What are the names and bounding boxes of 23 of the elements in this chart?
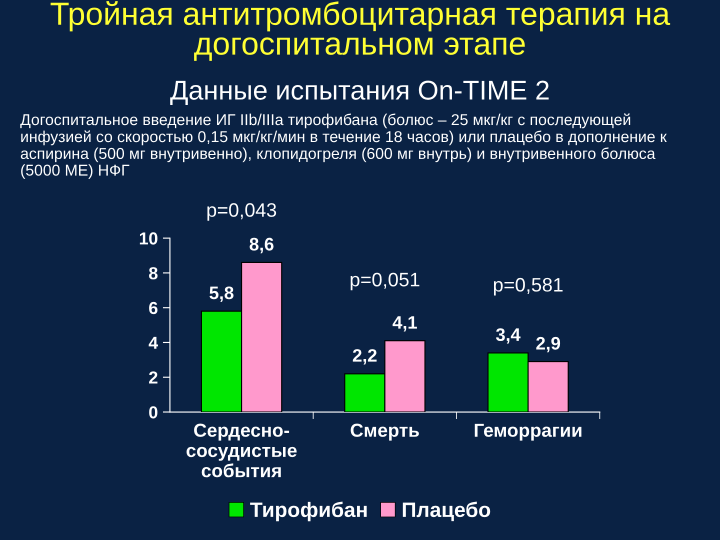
x-tick-label: Смерть xyxy=(350,424,419,441)
legend-label: Плацебо xyxy=(402,502,490,522)
data-label: 8,6 xyxy=(250,238,274,254)
annotation: p=0,581 xyxy=(494,278,563,296)
data-label: 4,1 xyxy=(392,316,417,332)
y-tick-label: 8 xyxy=(149,267,158,280)
legend-label: Тирофибан xyxy=(250,502,367,522)
y-tick-label: 10 xyxy=(140,232,158,245)
data-label: 2,9 xyxy=(536,336,560,352)
chart-subtitle: Данные испытания On-TIME 2 xyxy=(170,80,549,105)
y-tick-label: 4 xyxy=(148,336,158,349)
chart-title: Тройная антитромбоцитарная терапия на догоспитальном этапе xyxy=(50,1,670,61)
text: p=0,043 xyxy=(207,203,276,221)
annotation: p=0,051 xyxy=(350,272,420,290)
data-label: 3,4 xyxy=(496,328,521,344)
y-tick-label: 2 xyxy=(149,371,158,384)
y-tick-label: 6 xyxy=(149,302,158,314)
data-label: 2,2 xyxy=(352,349,377,364)
x-tick-label: Сердесно- сосудистые события xyxy=(186,424,297,478)
x-tick-label: Геморрагии xyxy=(474,424,582,441)
data-label: 5,8 xyxy=(210,286,234,302)
y-tick-label: 0 xyxy=(149,406,158,418)
text: Догоспитальное введение ИГ IIb/IIIa тирофибана (болюс – 25 мкг/кг с последующей инфузией со скоростью 0,15 мкг/кг/мин в течение 18 часов) или плацебо в дополнение к аспирина (500 мг внутривенно), клопидогреля (600 мг внутрь) и внутривенного болюса (5000 МЕ) НФГ xyxy=(20,113,667,179)
